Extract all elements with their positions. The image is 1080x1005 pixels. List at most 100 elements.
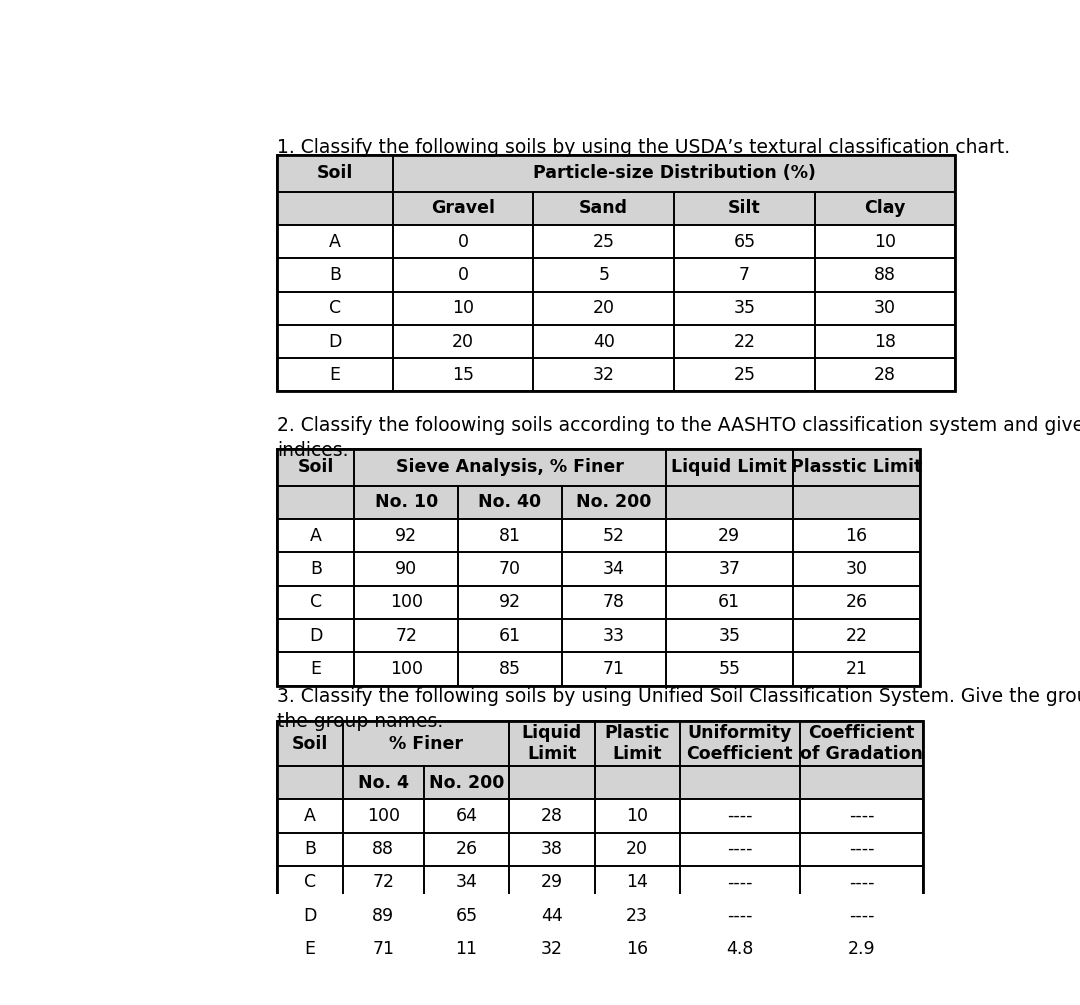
- Text: 40: 40: [593, 333, 615, 351]
- Bar: [342, 933, 423, 966]
- Bar: [680, 866, 799, 899]
- Bar: [393, 325, 534, 358]
- Bar: [534, 258, 674, 291]
- Text: 4.8: 4.8: [726, 940, 754, 958]
- Bar: [458, 553, 562, 586]
- Bar: [793, 586, 920, 619]
- Bar: [458, 619, 562, 652]
- Text: 65: 65: [456, 907, 477, 925]
- Bar: [423, 832, 509, 866]
- Text: ----: ----: [849, 873, 875, 891]
- Bar: [354, 448, 665, 485]
- Bar: [674, 192, 814, 225]
- Text: 10: 10: [453, 299, 474, 318]
- Bar: [674, 225, 814, 258]
- Bar: [393, 155, 956, 192]
- Bar: [594, 933, 680, 966]
- Bar: [278, 225, 393, 258]
- Text: 14: 14: [626, 873, 648, 891]
- Bar: [278, 652, 354, 685]
- Bar: [458, 485, 562, 520]
- Bar: [674, 291, 814, 325]
- Bar: [393, 325, 534, 358]
- Bar: [665, 448, 793, 485]
- Text: 25: 25: [733, 366, 755, 384]
- Bar: [354, 520, 458, 553]
- Bar: [799, 799, 923, 832]
- Bar: [342, 766, 423, 799]
- Text: 16: 16: [626, 940, 648, 958]
- Bar: [680, 722, 799, 766]
- Text: 61: 61: [499, 626, 521, 644]
- Bar: [674, 291, 814, 325]
- Bar: [534, 291, 674, 325]
- Bar: [354, 619, 458, 652]
- Text: 21: 21: [846, 660, 867, 678]
- Bar: [674, 258, 814, 291]
- Text: Liquid Limit: Liquid Limit: [672, 458, 787, 476]
- Bar: [799, 899, 923, 933]
- Bar: [354, 652, 458, 685]
- Bar: [278, 448, 354, 485]
- Text: 78: 78: [603, 593, 624, 611]
- Bar: [665, 586, 793, 619]
- Text: 100: 100: [390, 660, 422, 678]
- Bar: [354, 448, 665, 485]
- Bar: [534, 325, 674, 358]
- Bar: [278, 722, 923, 966]
- Bar: [393, 291, 534, 325]
- Bar: [354, 619, 458, 652]
- Bar: [278, 291, 393, 325]
- Bar: [562, 485, 665, 520]
- Text: % Finer: % Finer: [389, 735, 463, 753]
- Bar: [793, 485, 920, 520]
- Bar: [278, 520, 354, 553]
- Bar: [278, 358, 393, 392]
- Text: 0: 0: [458, 266, 469, 284]
- Bar: [793, 520, 920, 553]
- Bar: [814, 325, 956, 358]
- Bar: [562, 553, 665, 586]
- Text: 22: 22: [846, 626, 867, 644]
- Bar: [594, 832, 680, 866]
- Bar: [799, 722, 923, 766]
- Text: Silt: Silt: [728, 199, 760, 217]
- Bar: [278, 258, 393, 291]
- Text: Clay: Clay: [864, 199, 906, 217]
- Bar: [799, 832, 923, 866]
- Bar: [674, 325, 814, 358]
- Bar: [458, 485, 562, 520]
- Bar: [814, 358, 956, 392]
- Bar: [793, 520, 920, 553]
- Bar: [665, 652, 793, 685]
- Bar: [393, 192, 534, 225]
- Text: 7: 7: [739, 266, 750, 284]
- Text: Soil: Soil: [298, 458, 334, 476]
- Bar: [393, 155, 956, 192]
- Bar: [665, 619, 793, 652]
- Text: C: C: [329, 299, 341, 318]
- Bar: [680, 866, 799, 899]
- Text: 89: 89: [373, 907, 394, 925]
- Bar: [814, 225, 956, 258]
- Text: Sand: Sand: [579, 199, 629, 217]
- Bar: [793, 652, 920, 685]
- Bar: [594, 766, 680, 799]
- Bar: [814, 358, 956, 392]
- Text: C: C: [303, 873, 316, 891]
- Bar: [534, 192, 674, 225]
- Bar: [278, 619, 354, 652]
- Bar: [680, 799, 799, 832]
- Text: Particle-size Distribution (%): Particle-size Distribution (%): [532, 164, 815, 182]
- Bar: [342, 899, 423, 933]
- Bar: [594, 799, 680, 832]
- Bar: [562, 619, 665, 652]
- Bar: [423, 766, 509, 799]
- Bar: [680, 899, 799, 933]
- Bar: [665, 586, 793, 619]
- Bar: [278, 619, 354, 652]
- Text: ----: ----: [727, 807, 753, 825]
- Bar: [534, 358, 674, 392]
- Bar: [680, 933, 799, 966]
- Text: ----: ----: [727, 873, 753, 891]
